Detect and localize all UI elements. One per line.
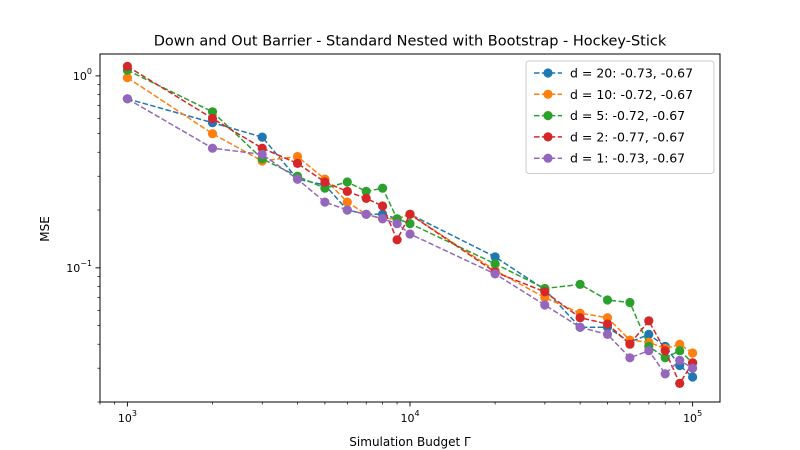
data-point <box>490 269 500 279</box>
data-point <box>602 329 613 339</box>
ticks-layer: 103 104 105 100 10−1 <box>66 67 702 425</box>
data-point <box>207 107 218 117</box>
legend-marker <box>543 68 553 78</box>
legend-marker <box>543 89 553 99</box>
data-point <box>644 329 654 339</box>
data-point <box>122 73 132 83</box>
x-axis-label: Simulation Budget Γ <box>349 435 471 449</box>
series-layer <box>122 61 698 388</box>
data-point <box>644 346 654 356</box>
data-point <box>342 205 352 215</box>
data-point <box>405 229 415 239</box>
data-point <box>625 353 635 363</box>
data-point <box>602 313 613 323</box>
legend-label: d = 2: -0.77, -0.67 <box>570 129 685 144</box>
data-point <box>575 313 585 323</box>
legend-marker <box>543 153 553 163</box>
data-point <box>490 259 500 269</box>
data-point <box>688 348 698 358</box>
data-point <box>625 339 635 349</box>
data-point <box>644 316 654 326</box>
series-4 <box>122 94 698 379</box>
data-point <box>257 132 267 142</box>
legend-label: d = 5: -0.72, -0.67 <box>570 108 685 123</box>
legend-label: d = 10: -0.72, -0.67 <box>570 87 693 102</box>
data-point <box>361 186 371 196</box>
data-point <box>675 346 685 356</box>
data-point <box>392 235 402 245</box>
data-point <box>540 300 550 310</box>
data-point <box>342 177 352 187</box>
legend-box <box>525 60 715 174</box>
data-point <box>660 346 670 356</box>
data-point <box>361 193 371 203</box>
data-point <box>378 201 388 211</box>
legend-label: d = 1: -0.73, -0.67 <box>570 151 685 166</box>
y-tick-label: 100 <box>73 67 92 83</box>
data-point <box>292 151 303 162</box>
chart-title: Down and Out Barrier - Standard Nested w… <box>154 34 667 50</box>
data-point <box>320 177 330 187</box>
legend-marker <box>543 111 553 121</box>
data-point <box>342 186 352 196</box>
data-point <box>122 61 132 71</box>
data-point <box>675 339 685 349</box>
legend: d = 20: -0.73, -0.67 d = 10: -0.72, -0.67… <box>525 60 715 174</box>
series-3 <box>122 61 698 388</box>
data-point <box>575 279 585 289</box>
data-point <box>207 129 218 139</box>
data-point <box>405 219 415 229</box>
data-point <box>660 353 670 363</box>
x-tick-label: 103 <box>118 409 137 425</box>
data-point <box>602 319 613 329</box>
data-point <box>675 355 685 365</box>
legend-label: d = 20: -0.73, -0.67 <box>570 66 693 81</box>
data-point <box>675 378 685 388</box>
data-point <box>257 149 267 159</box>
data-point <box>490 252 500 262</box>
data-point <box>122 94 132 104</box>
data-point <box>540 287 550 297</box>
data-point <box>602 295 613 305</box>
data-point <box>292 174 303 184</box>
data-point <box>660 369 670 379</box>
data-point <box>320 197 330 207</box>
data-point <box>342 197 352 207</box>
x-tick-label: 104 <box>400 409 419 425</box>
plot-frame <box>99 53 721 403</box>
data-point <box>405 209 415 219</box>
y-tick-label: 10−1 <box>66 259 92 275</box>
data-point <box>378 183 388 193</box>
data-point <box>361 209 371 219</box>
data-point <box>207 143 218 153</box>
x-tick-label: 105 <box>683 409 702 425</box>
data-point <box>688 372 698 382</box>
data-point <box>575 322 585 332</box>
legend-marker <box>543 132 553 142</box>
data-point <box>392 219 402 229</box>
data-point <box>625 297 635 308</box>
data-point <box>378 214 388 224</box>
data-point <box>292 158 303 168</box>
data-point <box>688 363 698 373</box>
y-axis-label: MSE <box>38 216 52 242</box>
data-point <box>207 113 218 124</box>
